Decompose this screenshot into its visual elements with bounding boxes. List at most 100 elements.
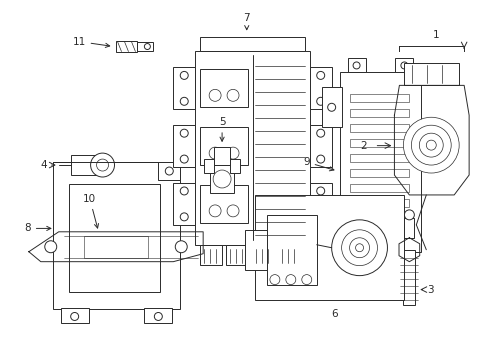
- Bar: [347, 252, 366, 264]
- Circle shape: [227, 147, 239, 159]
- Bar: [61, 307, 89, 323]
- Bar: [210, 165, 234, 193]
- Text: 7: 7: [244, 13, 250, 30]
- Circle shape: [91, 153, 115, 177]
- Circle shape: [97, 159, 108, 171]
- Circle shape: [270, 275, 280, 285]
- Circle shape: [180, 187, 188, 195]
- Bar: [195, 50, 310, 245]
- Circle shape: [175, 241, 187, 253]
- Bar: [310, 125, 332, 167]
- Circle shape: [317, 187, 325, 195]
- Bar: [84, 236, 148, 258]
- Bar: [200, 245, 222, 265]
- Circle shape: [332, 220, 388, 276]
- Bar: [230, 159, 240, 173]
- Text: 6: 6: [331, 310, 338, 319]
- Circle shape: [401, 62, 408, 69]
- Bar: [349, 94, 409, 102]
- Circle shape: [71, 312, 78, 320]
- Circle shape: [328, 103, 336, 111]
- Bar: [310, 183, 332, 225]
- Circle shape: [209, 89, 221, 101]
- Circle shape: [412, 125, 451, 165]
- Bar: [214, 147, 230, 165]
- Circle shape: [342, 230, 377, 266]
- Circle shape: [45, 241, 57, 253]
- Bar: [267, 215, 317, 285]
- Circle shape: [213, 170, 231, 188]
- Bar: [349, 169, 409, 177]
- Bar: [158, 162, 180, 180]
- Bar: [349, 184, 409, 192]
- Bar: [173, 183, 195, 225]
- Bar: [245, 230, 267, 270]
- Bar: [404, 63, 459, 85]
- Text: 3: 3: [427, 284, 434, 294]
- Circle shape: [403, 117, 459, 173]
- Bar: [347, 58, 366, 72]
- Bar: [200, 185, 248, 223]
- Circle shape: [317, 213, 325, 221]
- Text: 11: 11: [73, 36, 110, 48]
- Bar: [116, 41, 137, 53]
- Circle shape: [180, 155, 188, 163]
- Circle shape: [154, 312, 162, 320]
- Text: 10: 10: [83, 194, 98, 228]
- Circle shape: [180, 213, 188, 221]
- Bar: [69, 184, 160, 292]
- Bar: [200, 127, 248, 165]
- Bar: [310, 67, 332, 109]
- Bar: [71, 155, 98, 175]
- Circle shape: [286, 275, 296, 285]
- Text: 1: 1: [433, 30, 440, 40]
- Circle shape: [317, 97, 325, 105]
- Text: 9: 9: [303, 157, 334, 171]
- Bar: [173, 125, 195, 167]
- Circle shape: [209, 205, 221, 217]
- Bar: [404, 218, 415, 238]
- Bar: [322, 87, 342, 127]
- Bar: [395, 58, 414, 72]
- Bar: [173, 67, 195, 109]
- Circle shape: [317, 155, 325, 163]
- Bar: [349, 154, 409, 162]
- Circle shape: [227, 89, 239, 101]
- Circle shape: [180, 129, 188, 137]
- Bar: [204, 159, 214, 173]
- Text: 8: 8: [24, 224, 51, 233]
- Circle shape: [349, 238, 369, 258]
- Bar: [349, 124, 409, 132]
- Bar: [340, 72, 421, 252]
- Circle shape: [404, 210, 415, 220]
- Text: 4: 4: [40, 160, 47, 170]
- Circle shape: [180, 71, 188, 80]
- Bar: [226, 245, 248, 265]
- Circle shape: [180, 97, 188, 105]
- Bar: [278, 245, 300, 265]
- Circle shape: [165, 167, 173, 175]
- Bar: [200, 37, 305, 50]
- Bar: [200, 69, 248, 107]
- Bar: [349, 214, 409, 222]
- Circle shape: [145, 44, 150, 50]
- Circle shape: [317, 71, 325, 80]
- Circle shape: [419, 133, 443, 157]
- Bar: [53, 162, 180, 310]
- Bar: [255, 195, 404, 300]
- Text: 5: 5: [219, 117, 225, 141]
- Bar: [349, 139, 409, 147]
- Bar: [137, 41, 153, 51]
- Circle shape: [426, 140, 436, 150]
- Circle shape: [227, 205, 239, 217]
- Circle shape: [302, 275, 312, 285]
- Text: 2: 2: [360, 141, 367, 150]
- Circle shape: [209, 147, 221, 159]
- Circle shape: [317, 129, 325, 137]
- Bar: [145, 307, 172, 323]
- Bar: [403, 250, 416, 305]
- Bar: [349, 229, 409, 237]
- Bar: [349, 199, 409, 207]
- Bar: [252, 245, 274, 265]
- Circle shape: [356, 244, 364, 252]
